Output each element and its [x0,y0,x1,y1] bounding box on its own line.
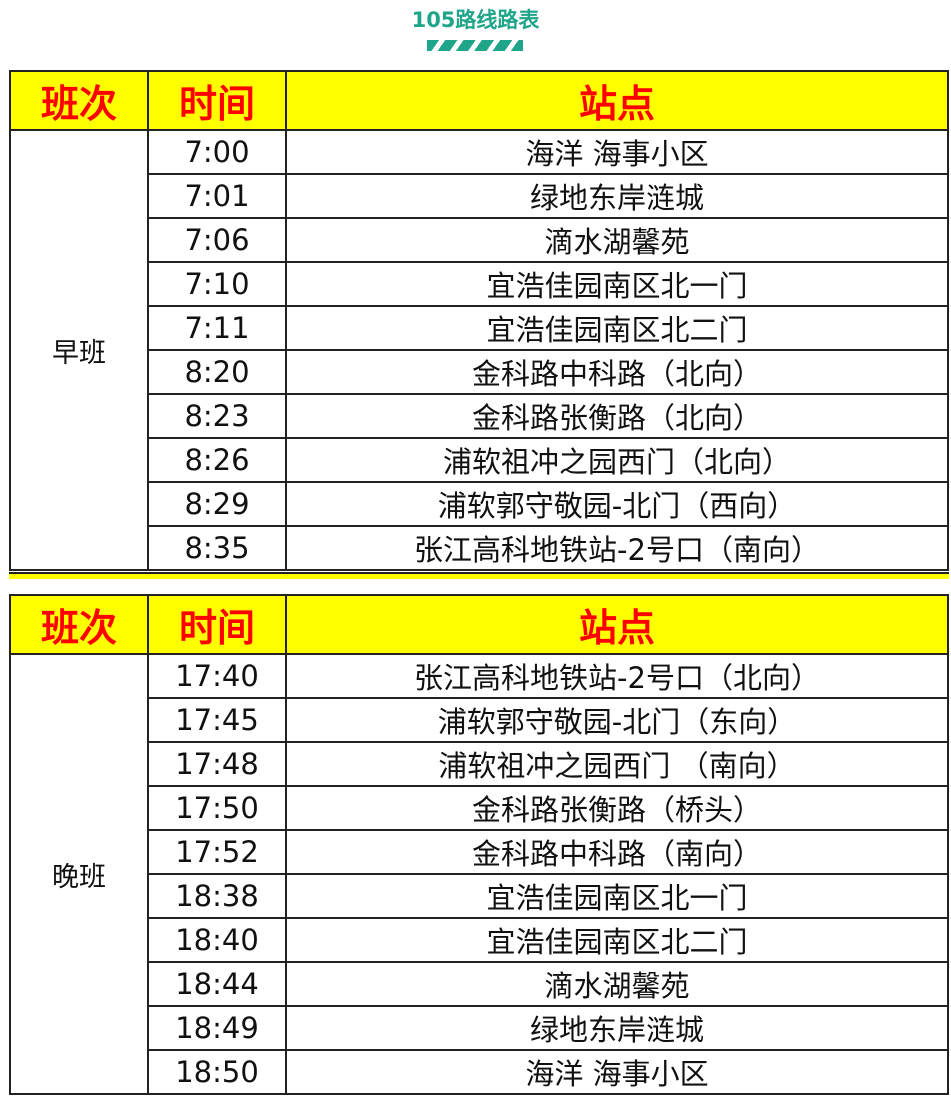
table-row: 晚班 17:40 张江高科地铁站-2号口（北向） [9,653,949,1095]
time-cell: 18:40 [147,917,287,963]
stop-cell: 海洋 海事小区 [285,1049,949,1095]
header-row: 班次 时间 站点 [9,70,949,131]
table-row: 17:50 金科路张衡路（桥头） [10,785,949,831]
stop-cell: 浦软郭守敬园-北门（东向） [285,697,949,743]
table-row: 8:20 金科路中科路（北向） [10,349,949,395]
table-row: 18:38 宜浩佳园南区北一门 [10,873,949,919]
table-row: 8:29 浦软郭守敬园-北门（西向） [10,481,949,527]
stop-cell: 宜浩佳园南区北一门 [285,261,949,307]
shift-cell: 早班 [9,129,149,571]
stop-cell: 金科路张衡路（桥头） [285,785,949,831]
time-cell: 7:06 [147,217,287,263]
time-cell: 8:29 [147,481,287,527]
time-cell: 8:23 [147,393,287,439]
stop-cell: 绿地东岸涟城 [285,1005,949,1051]
stop-cell: 金科路中科路（南向） [285,829,949,875]
shift-cell: 晚班 [9,653,149,1095]
header-time: 时间 [147,70,287,131]
table-row: 7:11 宜浩佳园南区北二门 [10,305,949,351]
table-divider [9,572,949,579]
stop-cell: 滴水湖馨苑 [285,217,949,263]
table-row: 8:26 浦软祖冲之园西门（北向） [10,437,949,483]
time-cell: 17:45 [147,697,287,743]
morning-schedule-table: 班次 时间 站点 早班 7:00 海洋 海事小区 7:01 绿地东岸涟城 7:06 滴水湖馨… [9,70,949,571]
header-time: 时间 [147,594,287,655]
time-cell: 17:52 [147,829,287,875]
time-cell: 7:11 [147,305,287,351]
stop-cell: 浦软郭守敬园-北门（西向） [285,481,949,527]
stop-cell: 张江高科地铁站-2号口（南向） [285,525,949,571]
table-row: 7:06 滴水湖馨苑 [10,217,949,263]
header-row: 班次 时间 站点 [9,594,949,655]
time-cell: 18:49 [147,1005,287,1051]
time-cell: 18:38 [147,873,287,919]
table-row: 18:40 宜浩佳园南区北二门 [10,917,949,963]
table-row: 7:10 宜浩佳园南区北一门 [10,261,949,307]
time-cell: 17:50 [147,785,287,831]
header-shift: 班次 [9,70,149,131]
stop-cell: 海洋 海事小区 [285,129,949,175]
stop-cell: 宜浩佳园南区北二门 [285,305,949,351]
time-cell: 7:01 [147,173,287,219]
table-row: 17:52 金科路中科路（南向） [10,829,949,875]
stop-cell: 浦软祖冲之园西门（北向） [285,437,949,483]
stop-cell: 浦软祖冲之园西门 （南向） [285,741,949,787]
stop-cell: 宜浩佳园南区北二门 [285,917,949,963]
table-row: 早班 7:00 海洋 海事小区 [9,129,949,571]
header-stop: 站点 [285,594,949,655]
table-row: 18:49 绿地东岸涟城 [10,1005,949,1051]
time-cell: 18:44 [147,961,287,1007]
stop-cell: 滴水湖馨苑 [285,961,949,1007]
table-row: 17:48 浦软祖冲之园西门 （南向） [10,741,949,787]
table-row: 18:44 滴水湖馨苑 [10,961,949,1007]
time-cell: 17:40 [147,653,287,699]
evening-schedule-table: 班次 时间 站点 晚班 17:40 张江高科地铁站-2号口（北向） 17:45 浦软郭守… [9,594,949,1095]
stop-cell: 金科路张衡路（北向） [285,393,949,439]
decorative-stripes [427,40,523,51]
header-stop: 站点 [285,70,949,131]
time-cell: 18:50 [147,1049,287,1095]
time-cell: 8:20 [147,349,287,395]
stop-cell: 金科路中科路（北向） [285,349,949,395]
time-cell: 8:26 [147,437,287,483]
time-cell: 8:35 [147,525,287,571]
table-row: 18:50 海洋 海事小区 [10,1049,949,1095]
time-cell: 7:00 [147,129,287,175]
table-row: 7:01 绿地东岸涟城 [10,173,949,219]
page-title: 105路线路表 [411,8,540,32]
time-cell: 7:10 [147,261,287,307]
table-row: 8:35 张江高科地铁站-2号口（南向） [10,525,949,571]
stop-cell: 宜浩佳园南区北一门 [285,873,949,919]
header-shift: 班次 [9,594,149,655]
table-row: 8:23 金科路张衡路（北向） [10,393,949,439]
time-cell: 17:48 [147,741,287,787]
table-row: 17:45 浦软郭守敬园-北门（东向） [10,697,949,743]
stop-cell: 张江高科地铁站-2号口（北向） [285,653,949,699]
stop-cell: 绿地东岸涟城 [285,173,949,219]
